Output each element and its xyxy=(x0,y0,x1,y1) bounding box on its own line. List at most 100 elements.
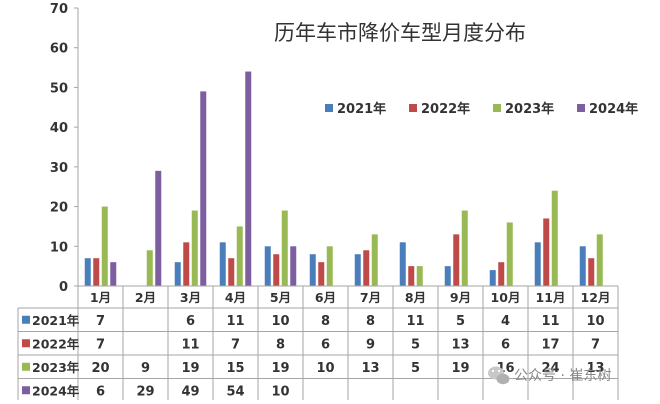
data-label: 10 xyxy=(271,384,289,399)
legend-label: 2024年 xyxy=(589,101,638,117)
bar xyxy=(219,242,226,286)
data-label: 24 xyxy=(541,361,559,376)
x-tick-label: 12月 xyxy=(581,290,611,305)
x-tick-label: 8月 xyxy=(405,290,426,305)
x-tick-label: 6月 xyxy=(315,290,336,305)
bar xyxy=(281,210,288,286)
x-tick-label: 10月 xyxy=(491,290,521,305)
bar xyxy=(354,254,361,286)
bar xyxy=(101,206,108,286)
bar xyxy=(191,210,198,286)
x-tick-label: 1月 xyxy=(90,290,111,305)
bar xyxy=(408,266,415,286)
data-label: 9 xyxy=(366,337,375,352)
bar xyxy=(84,258,91,286)
data-label: 7 xyxy=(96,314,105,329)
y-tick-label: 40 xyxy=(50,121,68,136)
y-tick-label: 0 xyxy=(59,280,68,295)
data-label: 11 xyxy=(181,337,199,352)
table-series-name: 2023年 xyxy=(32,360,80,375)
bar xyxy=(543,218,550,286)
watermark-text: 公众号 · 崔东树 xyxy=(514,368,611,384)
bar xyxy=(290,246,297,286)
legend-label: 2021年 xyxy=(337,101,386,117)
y-tick-label: 10 xyxy=(50,240,68,255)
data-label: 20 xyxy=(91,361,109,376)
x-tick-label: 2月 xyxy=(135,290,156,305)
bar xyxy=(399,242,406,286)
data-label: 6 xyxy=(321,337,330,352)
data-label: 4 xyxy=(501,314,510,329)
bar xyxy=(596,234,603,286)
data-label: 13 xyxy=(361,361,379,376)
bar xyxy=(309,254,316,286)
bar xyxy=(461,210,468,286)
bar xyxy=(273,254,280,286)
bar xyxy=(146,250,153,286)
bar xyxy=(498,262,505,286)
table-legend-key xyxy=(22,339,30,348)
table-legend-key xyxy=(22,386,30,395)
legend-swatch xyxy=(325,104,333,112)
y-tick-label: 50 xyxy=(50,81,68,96)
data-label: 9 xyxy=(141,361,150,376)
data-label: 11 xyxy=(541,314,559,329)
bar xyxy=(416,266,423,286)
legend-swatch xyxy=(577,104,585,112)
bar xyxy=(326,246,333,286)
data-label: 13 xyxy=(451,337,469,352)
data-label: 10 xyxy=(316,361,334,376)
bar xyxy=(155,170,162,286)
data-label: 19 xyxy=(451,361,469,376)
table-series-name: 2024年 xyxy=(32,383,80,398)
y-tick-label: 60 xyxy=(50,42,68,57)
bar xyxy=(264,246,271,286)
watermark: 公众号 · 崔东树 xyxy=(488,366,611,385)
x-tick-label: 9月 xyxy=(450,290,471,305)
bar xyxy=(534,242,541,286)
bar xyxy=(506,222,513,286)
bar xyxy=(236,226,243,286)
chart-title: 历年车市降价车型月度分布 xyxy=(274,21,526,45)
x-tick-label: 4月 xyxy=(225,290,246,305)
data-label: 29 xyxy=(136,384,154,399)
bar xyxy=(110,262,117,286)
legend-label: 2023年 xyxy=(505,101,554,117)
data-label: 10 xyxy=(586,314,604,329)
data-label: 13 xyxy=(586,361,604,376)
data-label: 5 xyxy=(411,337,420,352)
bar xyxy=(228,258,235,286)
data-label: 7 xyxy=(96,337,105,352)
wechat-icon xyxy=(488,366,510,385)
data-label: 8 xyxy=(321,314,330,329)
data-label: 6 xyxy=(501,337,510,352)
bar xyxy=(453,234,460,286)
bar xyxy=(444,266,451,286)
table-legend-key xyxy=(22,315,30,324)
legend-swatch xyxy=(409,104,417,112)
x-tick-label: 5月 xyxy=(270,290,291,305)
data-label: 49 xyxy=(181,384,199,399)
data-label: 10 xyxy=(271,314,289,329)
bar xyxy=(318,262,325,286)
bar xyxy=(588,258,595,286)
bar xyxy=(579,246,586,286)
table-legend-key xyxy=(22,362,30,371)
legend-swatch xyxy=(493,104,501,112)
bar xyxy=(245,71,252,287)
table-series-name: 2021年 xyxy=(32,313,80,328)
bar xyxy=(371,234,378,286)
bar xyxy=(200,91,207,287)
data-label: 7 xyxy=(591,337,600,352)
x-tick-label: 7月 xyxy=(360,290,381,305)
bar xyxy=(174,262,181,286)
bar xyxy=(551,190,558,286)
data-label: 54 xyxy=(226,384,244,399)
bar xyxy=(183,242,190,286)
x-tick-label: 3月 xyxy=(180,290,201,305)
data-label: 7 xyxy=(231,337,240,352)
data-label: 11 xyxy=(226,314,244,329)
bar xyxy=(489,270,496,286)
